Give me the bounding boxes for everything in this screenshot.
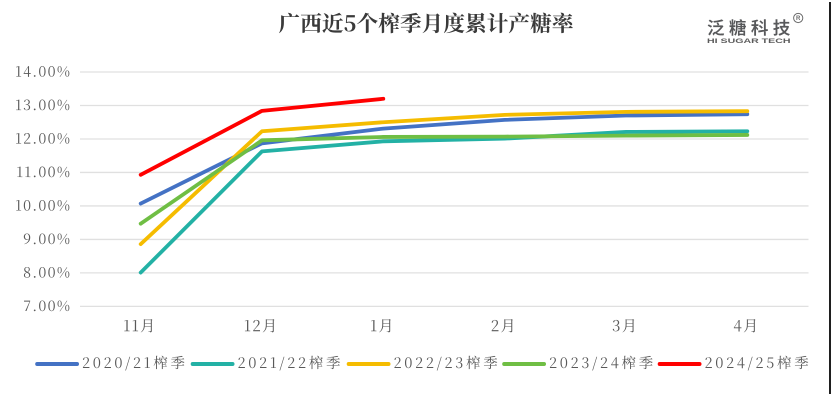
svg-text:R: R bbox=[796, 16, 801, 22]
svg-text:HI SUGAR TECH: HI SUGAR TECH bbox=[707, 38, 791, 45]
